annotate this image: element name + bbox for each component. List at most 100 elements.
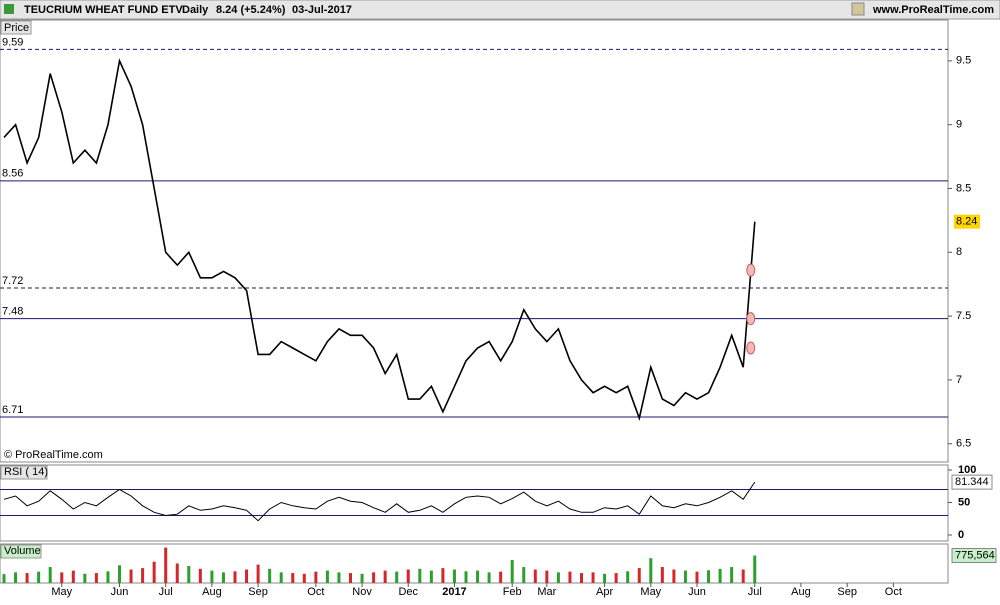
x-tick-label: Jun	[688, 586, 706, 598]
volume-bar	[187, 565, 191, 583]
y-tick-label: 8	[956, 246, 962, 258]
volume-bar	[83, 573, 87, 583]
volume-bar	[152, 561, 156, 583]
volume-bar	[649, 558, 653, 583]
x-tick-label: 2017	[442, 586, 466, 598]
volume-bar	[337, 572, 341, 583]
volume-bar	[210, 570, 214, 583]
volume-bar	[25, 573, 29, 583]
x-tick-label: Apr	[596, 586, 613, 598]
volume-bar	[418, 568, 422, 583]
x-tick-label: Oct	[885, 586, 902, 598]
volume-bar	[741, 569, 745, 583]
y-tick-label: 8.5	[956, 182, 971, 194]
last-price-box	[954, 214, 980, 229]
volume-bar	[268, 568, 272, 583]
panel-tag-bg	[0, 20, 32, 35]
volume-bar	[395, 571, 399, 583]
volume-bar	[71, 570, 75, 583]
volume-bar	[603, 573, 607, 583]
level-label: 7.72	[2, 275, 23, 287]
volume-bar	[441, 568, 445, 583]
volume-bar	[141, 568, 145, 583]
header-button[interactable]	[851, 2, 865, 16]
header-bar	[0, 0, 1000, 20]
volume-bar	[707, 570, 711, 583]
volume-bar	[695, 571, 699, 583]
last-rsi-box	[951, 474, 993, 490]
last-rsi-label: 81.344	[955, 476, 989, 488]
volume-bar	[48, 567, 52, 583]
y-tick-label: 6.5	[956, 438, 971, 450]
x-tick-label: Aug	[202, 586, 222, 598]
copyright: © ProRealTime.com	[4, 449, 103, 461]
volume-bar	[256, 564, 260, 583]
volume-bar	[522, 567, 526, 583]
volume-bar	[221, 572, 225, 583]
volume-bar	[452, 569, 456, 583]
y-tick-label: 7	[956, 374, 962, 386]
volume-bar	[37, 571, 41, 583]
volume-panel	[0, 543, 949, 584]
site: www.ProRealTime.com	[872, 4, 994, 16]
x-tick-label: Oct	[307, 586, 324, 598]
panel-tag-bg	[0, 465, 48, 480]
volume-bar	[291, 573, 295, 583]
volume-bar	[660, 567, 664, 583]
rsi-panel	[0, 464, 949, 542]
x-tick-label: Feb	[503, 586, 522, 598]
volume-bar	[476, 570, 480, 583]
y-tick-label: 50	[958, 496, 970, 508]
volume-bar	[510, 559, 514, 583]
x-tick-label: Mar	[537, 586, 556, 598]
volume-bar	[14, 572, 18, 583]
x-tick-label: Aug	[791, 586, 811, 598]
x-tick-label: Jun	[111, 586, 129, 598]
x-tick-label: Jul	[748, 586, 762, 598]
x-tick-label: Sep	[837, 586, 857, 598]
volume-bar	[580, 573, 583, 583]
level-label: 8.56	[2, 168, 23, 180]
volume-bar	[429, 570, 433, 583]
period: Daily	[182, 4, 209, 16]
volume-bar	[533, 569, 537, 583]
volume-bar	[279, 572, 283, 583]
volume-bar	[406, 569, 410, 583]
volume-bar	[637, 568, 641, 583]
volume-bar	[2, 574, 6, 583]
last-volume-label: 775,564	[955, 549, 995, 561]
volume-bar	[718, 568, 722, 583]
volume-bar	[556, 572, 560, 583]
price-panel	[0, 19, 949, 463]
volume-bar	[129, 569, 133, 583]
x-tick-label: May	[51, 586, 72, 598]
volume-bar	[683, 570, 687, 583]
rsi-line	[3, 481, 756, 522]
volume-bar	[94, 573, 98, 583]
volume-bar	[325, 570, 329, 583]
price-marker	[746, 341, 756, 355]
volume-bar	[314, 571, 318, 583]
volume-bar	[383, 570, 387, 583]
last-price-label: 8.24	[956, 216, 977, 228]
price-label: Price	[4, 22, 29, 34]
price-line	[3, 58, 756, 422]
volume-bar	[245, 569, 249, 583]
volume-bar	[464, 571, 468, 583]
volume-bar	[302, 573, 306, 583]
rsi-label: RSI ( 14)	[4, 466, 48, 478]
volume-bar	[164, 547, 168, 583]
volume-bar	[626, 571, 630, 583]
volume-label: Volume	[4, 545, 41, 557]
volume-bar	[591, 572, 595, 583]
level-label: 9.59	[2, 36, 23, 48]
y-tick-label: 7.5	[956, 310, 971, 322]
volume-bar	[60, 572, 64, 583]
y-tick-label: 100	[958, 464, 976, 476]
panel-tag-bg	[0, 544, 42, 559]
level-label: 7.48	[2, 306, 23, 318]
y-tick-label: 0	[958, 529, 964, 541]
y-tick-label: 9	[956, 119, 962, 131]
volume-bar	[233, 571, 237, 583]
